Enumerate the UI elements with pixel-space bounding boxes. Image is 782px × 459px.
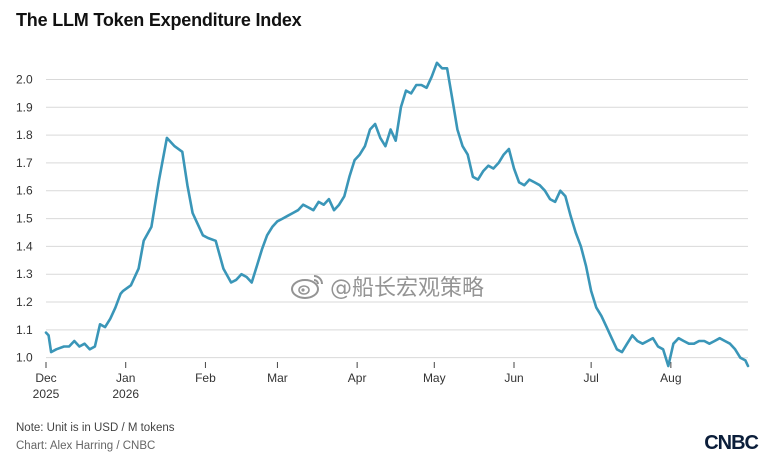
y-tick-label: 1.0 [16,351,33,365]
footer-credit: Chart: Alex Harring / CNBC [16,440,156,452]
y-tick-label: 2.0 [16,72,33,86]
y-tick-label: 1.6 [16,184,33,198]
x-tick-label: Mar [267,371,288,385]
chart-title: The LLM Token Expenditure Index [16,10,302,30]
y-tick-label: 1.4 [16,239,33,253]
x-tick-label: May [423,371,446,385]
y-tick-label: 1.5 [16,212,33,226]
series-line [44,61,750,368]
grid-lines [46,78,748,359]
x-tick-label: Jun [504,371,523,385]
x-tick-label: Jul [583,371,598,385]
x-tick-label: Apr [348,371,367,385]
y-axis-ticks: 1.0 1.1 1.2 1.3 1.4 1.5 1.6 1.7 1.8 1.9 2.0 [16,72,33,364]
y-tick-label: 1.2 [16,295,33,309]
weibo-icon [291,275,323,299]
x-tick-label: Feb [195,371,216,385]
footer-note: Note: Unit is in USD / M tokens [16,422,175,434]
cnbc-logo: CNBC [704,432,759,454]
watermark: @船长宏观策略 [290,270,484,302]
watermark-text: @船长宏观策略 [330,276,485,301]
y-tick-label: 1.1 [16,323,33,337]
y-tick-label: 1.8 [16,128,33,142]
y-tick-label: 1.9 [16,100,33,114]
y-tick-label: 1.7 [16,156,33,170]
x-tick-year-label: 2026 [112,387,139,401]
x-axis-ticks: Dec 2025 Jan 2026 Feb Mar Apr May Jun Jul Aug [33,362,682,401]
series-layer [44,61,750,368]
x-tick-year-label: 2025 [33,387,60,401]
y-tick-label: 1.3 [16,267,33,281]
x-tick-label: Dec [35,371,56,385]
x-tick-label: Jan [116,371,135,385]
x-tick-label: Aug [660,371,681,385]
